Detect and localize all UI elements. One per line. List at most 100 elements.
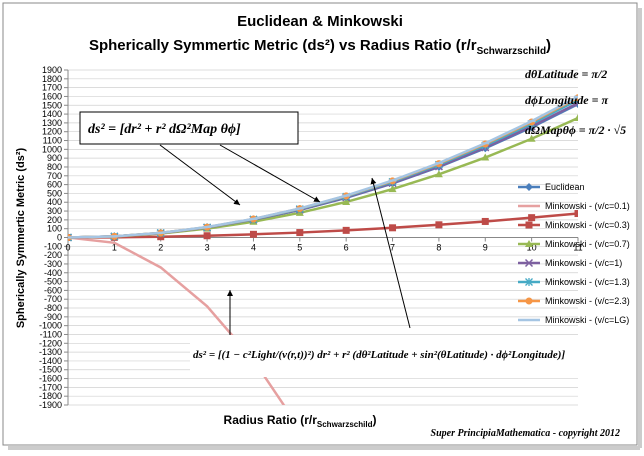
x-tick-label: 0 bbox=[65, 243, 70, 253]
y-tick-label: -1400 bbox=[39, 356, 62, 366]
y-tick-label: 1800 bbox=[42, 74, 62, 84]
legend-label: Minkowski - (v/c=LG) bbox=[545, 315, 629, 325]
arrow bbox=[370, 177, 411, 329]
equation-box bbox=[190, 335, 585, 377]
latitude-eq: dθLatitude = π/2 bbox=[525, 67, 607, 81]
map-eq: dΩMapθϕ = π/2 · √5 bbox=[525, 123, 626, 137]
legend-label: Minkowski - (v/c=0.3) bbox=[545, 220, 630, 230]
marker bbox=[525, 183, 533, 191]
shadow bbox=[8, 446, 640, 450]
marker bbox=[249, 230, 257, 238]
y-tick-label: 400 bbox=[47, 197, 62, 207]
marker bbox=[434, 170, 443, 178]
y-tick-label: 0 bbox=[57, 233, 62, 243]
x-tick-label: 4 bbox=[251, 243, 256, 253]
arrow bbox=[159, 144, 241, 206]
x-axis-label: Radius Ratio (r/rSchwarzschild) bbox=[224, 413, 377, 429]
legend-label: Minkowski - (v/c=1) bbox=[545, 258, 622, 268]
subtitle-sub: Schwarzschild bbox=[477, 46, 546, 57]
y-tick-label: -900 bbox=[44, 312, 62, 322]
x-tick-label: 11 bbox=[573, 243, 582, 253]
y-tick-label: 1000 bbox=[42, 144, 62, 154]
marker bbox=[389, 224, 397, 232]
marker bbox=[342, 197, 351, 205]
y-tick-label: 200 bbox=[47, 215, 62, 225]
y-tick-label: 100 bbox=[47, 224, 62, 234]
y-tick-label: 1300 bbox=[42, 118, 62, 128]
y-tick-label: -1500 bbox=[39, 365, 62, 375]
y-tick-label: -1800 bbox=[39, 391, 62, 401]
y-tick-label: -800 bbox=[44, 303, 62, 313]
marker bbox=[388, 185, 397, 193]
x-tick-label: 9 bbox=[483, 243, 488, 253]
y-tick-label: -200 bbox=[44, 250, 62, 260]
y-tick-label: 500 bbox=[47, 188, 62, 198]
y-tick-label: -1300 bbox=[39, 347, 62, 357]
y-tick-label: -1600 bbox=[39, 374, 62, 384]
x-tick-label: 2 bbox=[158, 243, 163, 253]
y-tick-label: -1200 bbox=[39, 338, 62, 348]
legend-label: Minkowski - (v/c=2.3) bbox=[545, 296, 630, 306]
legend: Euclidean Minkowski - (v/c=0.1) Minkowski … bbox=[518, 182, 630, 325]
legend-label: Minkowski - (v/c=1.3) bbox=[545, 277, 630, 287]
y-tick-label: -300 bbox=[44, 259, 62, 269]
marker bbox=[574, 210, 578, 218]
equation-box bbox=[79, 111, 299, 145]
y-tick-label: -1100 bbox=[40, 329, 62, 339]
y-tick-label: -1000 bbox=[39, 321, 62, 331]
y-tick-label: -600 bbox=[44, 285, 62, 295]
series-line bbox=[68, 212, 578, 239]
legend-label: Minkowski - (v/c=0.1) bbox=[545, 201, 630, 211]
chart-title: Euclidean & Minkowski bbox=[237, 13, 403, 30]
marker bbox=[525, 297, 533, 305]
y-tick-label: 1100 bbox=[43, 136, 62, 146]
euclidean-metric: ds² = [dr² + r² dΩ²Map θϕ] bbox=[88, 122, 241, 137]
y-tick-label: 1500 bbox=[42, 100, 62, 110]
y-tick-label: -1700 bbox=[39, 382, 62, 392]
arrow bbox=[219, 144, 321, 203]
chart-subtitle: Spherically Symmertic Metric (ds²) vs Ra… bbox=[89, 37, 551, 57]
marker bbox=[524, 258, 534, 268]
marker bbox=[481, 217, 489, 225]
marker bbox=[525, 221, 533, 229]
marker bbox=[525, 278, 533, 286]
x-tick-label: 6 bbox=[344, 243, 349, 253]
y-tick-label: -500 bbox=[44, 277, 62, 287]
shadow bbox=[638, 8, 642, 448]
x-label-main: Radius Ratio (r/r bbox=[224, 413, 318, 427]
x-label-sub: Schwarzschild bbox=[317, 420, 373, 429]
subtitle-main: Spherically Symmertic Metric (ds²) vs Ra… bbox=[89, 37, 477, 54]
y-tick-label: 1900 bbox=[42, 65, 62, 75]
y-tick-label: 600 bbox=[47, 180, 62, 190]
y-tick-label: 900 bbox=[47, 153, 62, 163]
marker bbox=[296, 229, 304, 237]
subtitle-end: ) bbox=[546, 37, 551, 54]
longitude-eq: dϕLongitude = π bbox=[525, 93, 608, 107]
y-tick-label: -400 bbox=[44, 268, 62, 278]
x-tick-label: 3 bbox=[205, 243, 210, 253]
x-tick-label: 10 bbox=[527, 243, 537, 253]
y-tick-label: 1600 bbox=[42, 91, 62, 101]
legend-label: Euclidean bbox=[545, 182, 585, 192]
y-tick-label: -700 bbox=[44, 294, 62, 304]
x-tick-label: 1 bbox=[112, 243, 117, 253]
x-label-end: ) bbox=[372, 413, 376, 427]
marker bbox=[574, 114, 578, 122]
marker bbox=[342, 226, 350, 234]
y-tick-label: 700 bbox=[47, 171, 62, 181]
grid: -1900-1800-1700-1600-1500-1400-1300-1200… bbox=[39, 65, 583, 410]
marker bbox=[527, 134, 536, 142]
y-tick-label: -1900 bbox=[39, 400, 62, 410]
credit: Super PrincipiaMathematica - copyright 2… bbox=[431, 428, 620, 439]
y-tick-label: 1700 bbox=[42, 83, 62, 93]
x-tick-label: 8 bbox=[436, 243, 441, 253]
y-tick-label: 800 bbox=[47, 162, 62, 172]
x-tick-label: 5 bbox=[297, 243, 302, 253]
minkowski-metric: ds² = [(1 − c²Light/(v(r,t))²) dr² + r² … bbox=[193, 349, 565, 361]
y-tick-label: 1200 bbox=[42, 127, 62, 137]
series-line bbox=[68, 95, 578, 239]
x-tick-label: 7 bbox=[390, 243, 395, 253]
legend-label: Minkowski - (v/c=0.7) bbox=[545, 239, 630, 249]
